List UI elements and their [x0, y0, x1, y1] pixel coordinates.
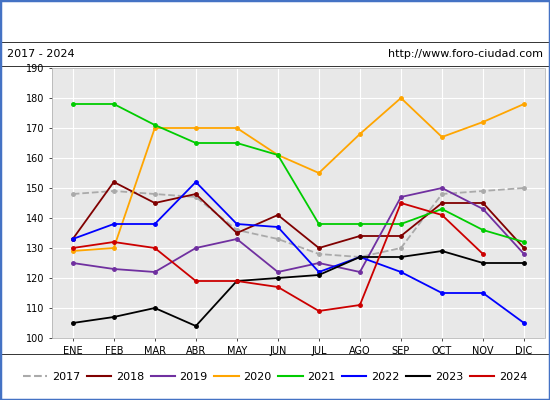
Text: 2017 - 2024: 2017 - 2024 — [7, 49, 74, 59]
Text: Evolucion del paro registrado en Arboleas: Evolucion del paro registrado en Arbolea… — [122, 14, 428, 28]
Legend: 2017, 2018, 2019, 2020, 2021, 2022, 2023, 2024: 2017, 2018, 2019, 2020, 2021, 2022, 2023… — [19, 368, 531, 386]
Text: http://www.foro-ciudad.com: http://www.foro-ciudad.com — [388, 49, 543, 59]
